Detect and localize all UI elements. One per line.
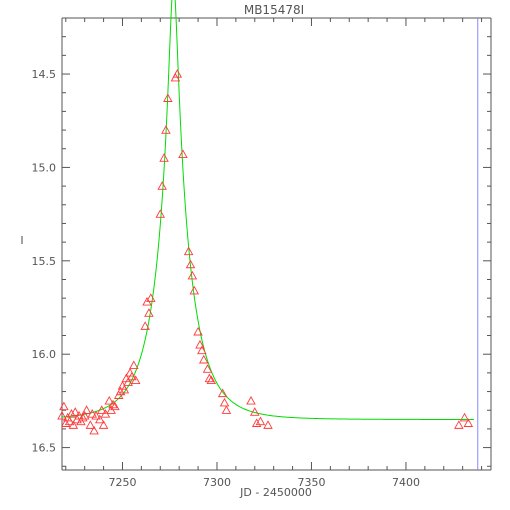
data-point: [66, 409, 77, 418]
chart-title: MB15478I: [244, 3, 304, 17]
data-point: [193, 326, 203, 336]
data-point: [144, 308, 154, 317]
data-point: [189, 285, 200, 295]
model-curve: [61, 0, 474, 421]
data-point: [70, 407, 80, 416]
data-point: [64, 416, 75, 426]
y-tick-label: 16.5: [32, 442, 57, 455]
y-tick-label: 14.5: [32, 68, 57, 81]
data-point: [123, 377, 133, 386]
data-point: [127, 371, 137, 381]
data-point: [104, 395, 115, 405]
data-point: [172, 69, 183, 78]
data-point: [454, 420, 464, 429]
data-point: [119, 384, 130, 394]
data-point: [185, 259, 196, 269]
data-points: [57, 69, 474, 435]
data-point: [206, 375, 217, 384]
data-point: [74, 410, 84, 420]
data-point: [187, 270, 198, 280]
data-point: [129, 360, 139, 370]
x-tick-label: 7250: [108, 476, 136, 489]
plot-frame: [61, 17, 492, 471]
data-point: [85, 420, 96, 429]
data-point: [61, 418, 71, 427]
data-point: [110, 401, 120, 411]
data-point: [98, 420, 109, 429]
data-point: [159, 153, 169, 162]
data-point: [81, 405, 92, 414]
y-tick-label: 15.0: [32, 161, 57, 174]
x-tick-label: 7300: [203, 476, 231, 489]
data-point: [96, 405, 107, 414]
y-axis-label: I: [20, 234, 23, 247]
data-point: [79, 410, 90, 420]
data-point: [263, 420, 273, 429]
data-point: [251, 418, 262, 427]
y-tick-label: 15.5: [32, 255, 57, 268]
x-tick-label: 7350: [297, 476, 325, 489]
data-point: [68, 420, 79, 429]
x-axis-label: JD - 2450000: [239, 486, 312, 499]
data-point: [221, 405, 232, 414]
data-point: [108, 399, 118, 409]
data-point: [146, 293, 156, 302]
data-point: [250, 407, 260, 416]
data-point: [115, 386, 126, 396]
data-point: [57, 410, 67, 420]
data-point: [204, 373, 215, 383]
x-tick-label: 7400: [392, 476, 420, 489]
data-point: [217, 388, 228, 398]
data-point: [246, 395, 256, 405]
data-point: [78, 412, 88, 422]
data-point: [202, 364, 213, 373]
data-point: [140, 321, 150, 330]
data-point: [163, 93, 173, 102]
x-axis-ticks: 7250 7300 7350 7400: [65, 18, 483, 489]
data-point: [183, 246, 194, 256]
data-point: [195, 339, 205, 349]
data-point: [255, 416, 266, 426]
data-point: [155, 209, 166, 218]
data-point: [198, 354, 209, 364]
data-point: [89, 425, 99, 435]
data-point: [178, 149, 188, 159]
data-point: [87, 409, 98, 418]
data-point: [95, 414, 105, 424]
data-point: [197, 345, 207, 355]
data-point: [157, 181, 167, 190]
data-point: [463, 418, 474, 427]
y-tick-label: 16.0: [32, 348, 57, 361]
data-point: [91, 410, 101, 420]
data-point: [59, 401, 69, 411]
y-axis-ticks: 14.5 15.0 15.5 16.0 16.5: [32, 17, 491, 467]
data-point: [219, 397, 230, 407]
data-point: [130, 375, 141, 384]
data-point: [459, 412, 470, 422]
data-point: [161, 125, 171, 134]
